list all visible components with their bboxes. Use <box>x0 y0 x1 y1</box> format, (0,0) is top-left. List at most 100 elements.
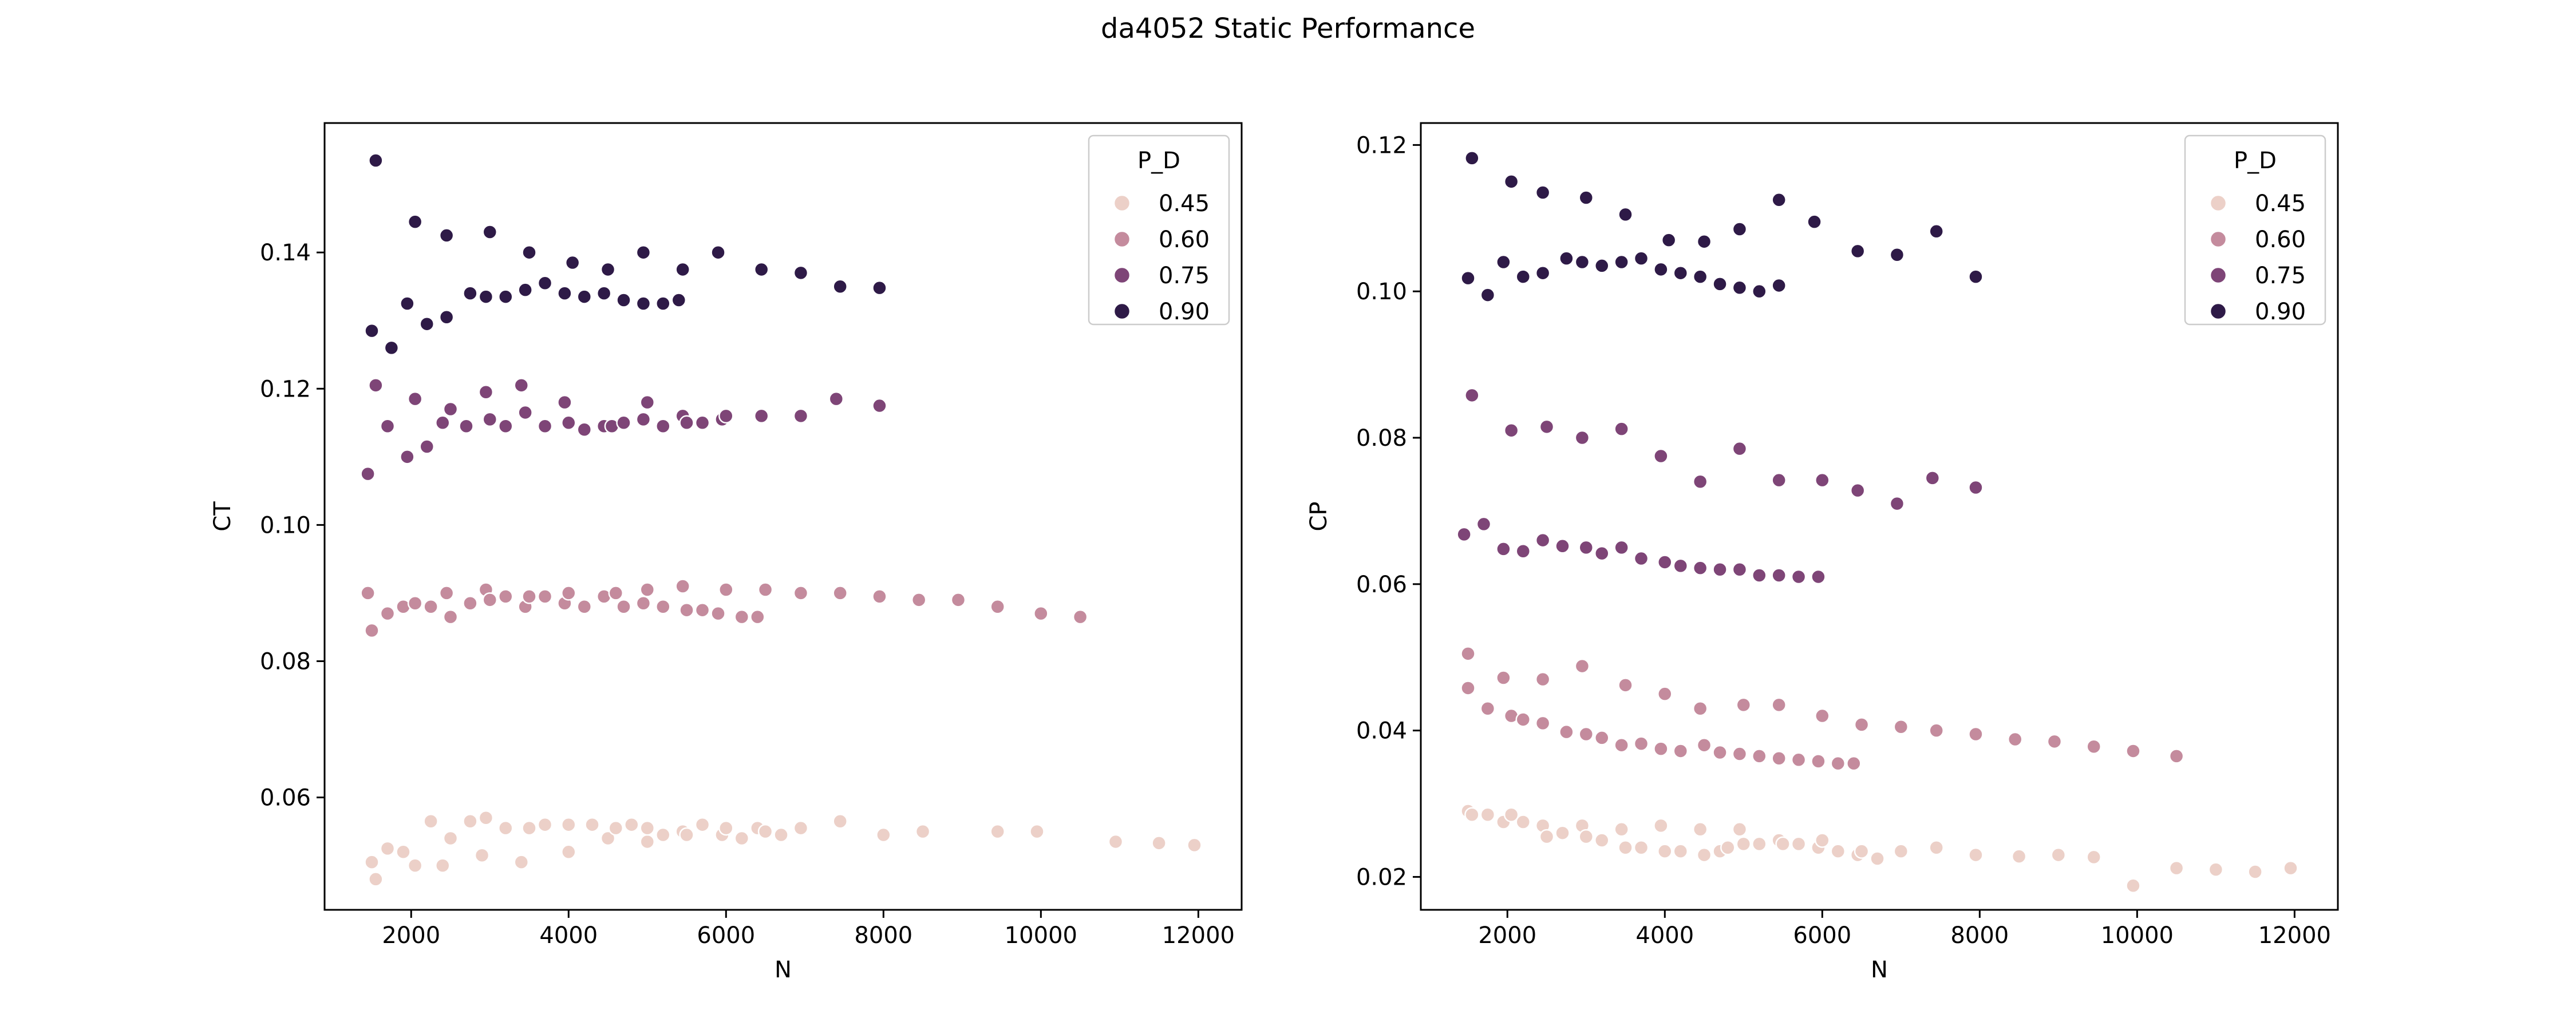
data-point-0-75 <box>1771 568 1787 583</box>
y-tick-label: 0.04 <box>1356 718 1407 744</box>
data-point-0-60 <box>2086 739 2101 755</box>
data-point-0-75 <box>1815 472 1830 488</box>
data-point-0-45 <box>498 820 513 836</box>
x-tick-label: 12000 <box>2258 922 2331 949</box>
data-point-0-60 <box>2168 748 2184 764</box>
data-point-0-45 <box>1815 833 1830 848</box>
data-point-0-45 <box>990 823 1005 839</box>
data-point-0-75 <box>753 408 769 424</box>
data-point-0-45 <box>1515 814 1531 830</box>
data-point-0-60 <box>1578 726 1594 742</box>
data-point-0-60 <box>1752 748 1767 764</box>
legend-entry-label: 0.90 <box>2255 299 2306 325</box>
data-point-0-45 <box>1732 822 1748 837</box>
data-point-0-90 <box>671 292 687 308</box>
data-point-0-45 <box>474 847 490 863</box>
data-point-0-45 <box>561 817 576 833</box>
data-point-0-45 <box>442 830 459 846</box>
data-point-0-75 <box>718 408 734 424</box>
data-point-0-60 <box>1815 708 1830 724</box>
data-point-0-75 <box>482 411 498 427</box>
data-point-0-90 <box>1929 224 1944 239</box>
data-point-0-45 <box>1187 837 1202 853</box>
data-point-0-60 <box>380 605 396 621</box>
data-point-0-75 <box>1673 558 1689 574</box>
data-point-0-90 <box>1732 221 1748 237</box>
legend-entry-label: 0.75 <box>1159 263 1210 289</box>
data-point-0-60 <box>482 592 498 608</box>
data-point-0-90 <box>482 224 498 240</box>
data-point-0-45 <box>1594 833 1610 848</box>
data-point-0-90 <box>1968 269 1984 284</box>
data-point-0-45 <box>423 813 438 829</box>
data-point-0-90 <box>1515 269 1531 284</box>
data-point-0-60 <box>576 599 592 615</box>
data-point-0-75 <box>1614 540 1629 556</box>
data-point-0-75 <box>1574 430 1590 446</box>
data-point-0-75 <box>1614 421 1629 437</box>
data-point-0-90 <box>1732 280 1748 296</box>
data-point-0-75 <box>1476 516 1492 532</box>
data-point-0-45 <box>407 858 423 873</box>
data-point-0-75 <box>1535 532 1551 548</box>
data-point-0-90 <box>1535 185 1551 200</box>
data-point-0-90 <box>616 292 631 308</box>
data-point-0-75 <box>793 408 809 424</box>
data-point-0-75 <box>872 398 887 414</box>
data-point-0-60 <box>1893 719 1909 735</box>
legend-marker <box>1113 194 1131 212</box>
data-point-0-60 <box>1535 715 1551 731</box>
x-tick-label: 2000 <box>382 922 440 949</box>
data-point-0-75 <box>368 378 384 393</box>
data-point-0-45 <box>600 830 616 846</box>
data-point-0-45 <box>1929 840 1944 855</box>
data-point-0-45 <box>1692 822 1708 837</box>
data-point-0-90 <box>1807 214 1822 229</box>
data-point-0-45 <box>396 844 411 860</box>
data-point-0-90 <box>537 275 553 291</box>
data-point-0-75 <box>1791 569 1807 585</box>
data-point-0-75 <box>419 439 435 454</box>
data-point-0-60 <box>679 602 694 618</box>
data-point-0-60 <box>635 596 651 611</box>
data-point-0-75 <box>1594 545 1610 561</box>
data-point-0-60 <box>2046 734 2063 750</box>
data-point-0-75 <box>459 418 474 434</box>
data-point-0-90 <box>1480 287 1496 303</box>
data-point-0-45 <box>1108 834 1124 850</box>
data-point-0-60 <box>1618 678 1633 693</box>
data-point-0-90 <box>872 280 887 296</box>
data-point-0-90 <box>1574 254 1590 270</box>
data-point-0-75 <box>407 391 423 407</box>
data-point-0-75 <box>576 422 592 437</box>
x-tick-label: 10000 <box>2101 922 2174 949</box>
data-point-0-60 <box>1480 701 1496 716</box>
legend-entry-label: 0.60 <box>1159 227 1210 253</box>
data-point-0-60 <box>364 623 380 639</box>
data-point-0-90 <box>1614 254 1629 270</box>
data-point-0-90 <box>1771 192 1787 208</box>
data-point-0-60 <box>832 585 848 601</box>
data-point-0-60 <box>521 589 537 604</box>
data-point-0-75 <box>1578 540 1594 556</box>
data-point-0-75 <box>1515 544 1531 559</box>
data-point-0-45 <box>624 817 639 833</box>
data-point-0-60 <box>438 585 455 601</box>
data-point-0-60 <box>1854 717 1870 732</box>
data-point-0-90 <box>1661 232 1677 248</box>
data-point-0-45 <box>1752 836 1767 852</box>
data-point-0-60 <box>1460 680 1476 696</box>
data-point-0-60 <box>537 589 553 604</box>
data-point-0-60 <box>1736 697 1752 713</box>
legend: P_D 0.45 0.60 0.75 0.90 <box>2184 134 2326 326</box>
data-point-0-90 <box>384 340 400 356</box>
data-point-0-45 <box>537 817 553 833</box>
data-point-0-90 <box>635 296 651 311</box>
data-point-0-60 <box>360 585 376 601</box>
data-point-0-75 <box>380 418 396 434</box>
data-point-0-90 <box>576 289 592 304</box>
data-point-0-90 <box>793 265 809 281</box>
data-point-0-60 <box>1460 646 1476 661</box>
x-tick-label: 12000 <box>1162 922 1235 949</box>
data-point-0-45 <box>1633 840 1649 855</box>
